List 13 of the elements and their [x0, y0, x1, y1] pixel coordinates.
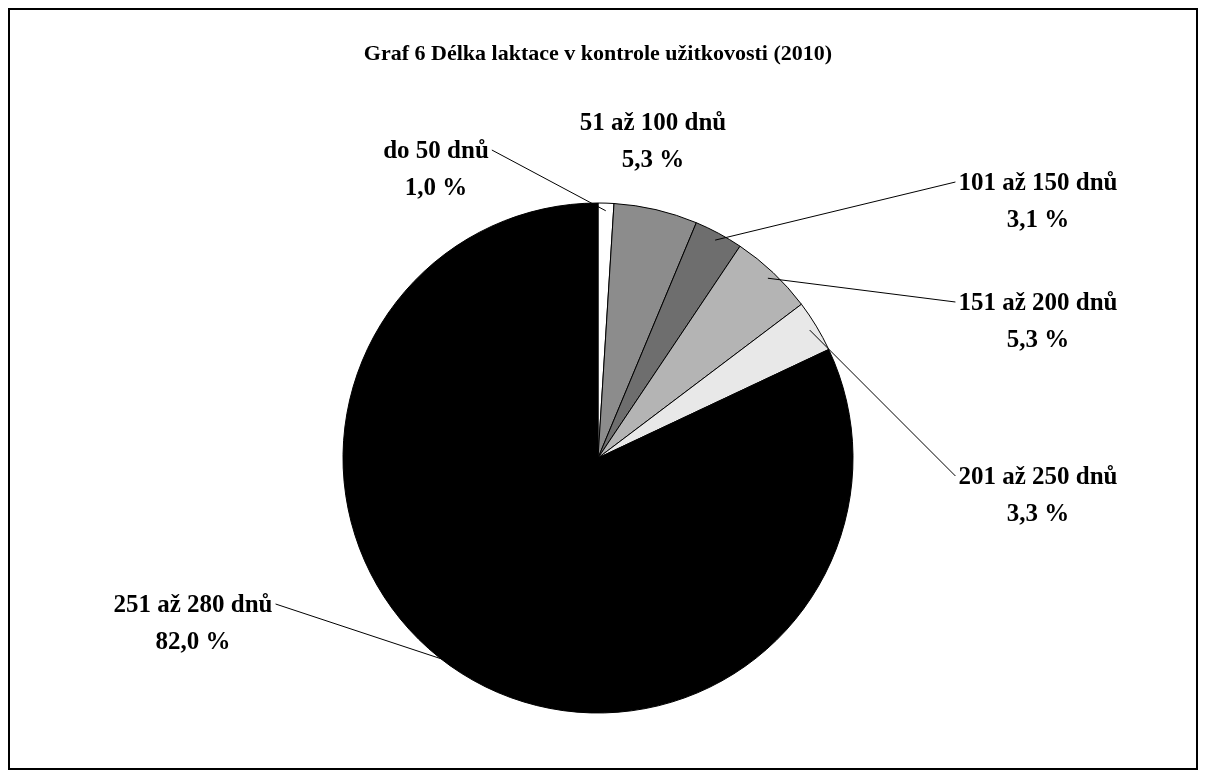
data-label: 82,0 % — [155, 627, 231, 654]
slice-label: 151 až 200 dnů — [958, 288, 1118, 315]
slice-label: 51 až 100 dnů — [579, 108, 727, 135]
data-label: 5,3 % — [1006, 325, 1070, 352]
chart-title: Graf 6 Délka laktace v kontrole užitkovosti (2010) — [363, 40, 833, 65]
data-label: 3,3 % — [1006, 499, 1070, 526]
data-label: 1,0 % — [404, 173, 468, 200]
data-label: 5,3 % — [621, 145, 685, 172]
slice-label: 251 až 280 dnů — [113, 590, 273, 617]
slice-label: 201 až 250 dnů — [958, 462, 1118, 489]
slice-label: do 50 dnů — [383, 136, 489, 163]
data-label: 3,1 % — [1006, 205, 1070, 232]
slice-label: 101 až 150 dnů — [958, 168, 1118, 195]
